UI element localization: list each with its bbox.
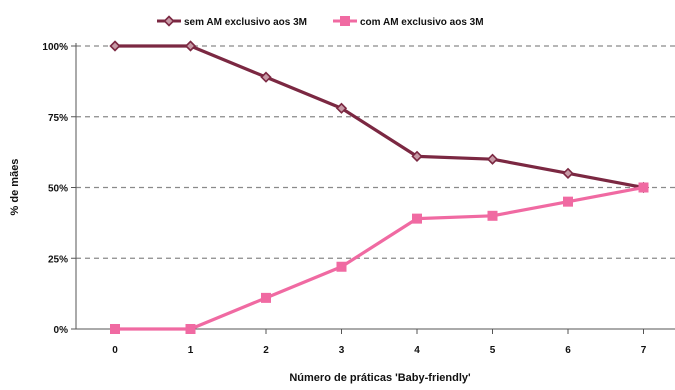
square-marker <box>563 196 573 207</box>
legend-label: sem AM exclusivo aos 3M <box>184 17 307 28</box>
legend: sem AM exclusivo aos 3M com AM exclusivo … <box>157 15 484 28</box>
square-marker <box>110 324 120 334</box>
series-layer <box>109 40 650 334</box>
y-axis-label: % de mães <box>9 159 21 216</box>
diamond-marker <box>562 167 574 179</box>
square-marker <box>412 213 422 224</box>
series-line <box>115 44 644 190</box>
x-tick-label: 5 <box>490 345 496 356</box>
legend-item-1: sem AM exclusivo aos 3M <box>157 15 307 28</box>
diamond-marker <box>109 40 121 52</box>
gridlines <box>76 45 675 259</box>
square-marker <box>185 324 196 334</box>
square-marker <box>336 261 347 272</box>
x-tick-label: 7 <box>641 345 647 356</box>
square-marker <box>638 182 649 193</box>
x-tick-label: 2 <box>263 345 269 356</box>
y-tick-label: 100% <box>42 42 68 53</box>
x-tick-label: 3 <box>339 345 345 356</box>
diamond-marker <box>184 40 197 52</box>
x-tick-label: 0 <box>112 345 118 356</box>
x-axis-label: Número de práticas 'Baby-friendly' <box>289 372 471 384</box>
diamond-marker <box>260 71 272 83</box>
y-tick-label: 0% <box>54 325 69 336</box>
diamond-marker <box>411 150 423 163</box>
diamond-marker <box>486 153 499 165</box>
y-tick-label: 25% <box>48 254 68 265</box>
square-marker <box>261 292 271 303</box>
y-tick-label: 50% <box>48 184 68 195</box>
series-1 <box>109 40 650 194</box>
x-tick-label: 4 <box>414 345 420 356</box>
y-tick-label: 75% <box>48 113 68 124</box>
square-marker <box>487 210 498 221</box>
series-line <box>115 185 644 331</box>
square-marker <box>340 16 350 26</box>
x-tick-label: 1 <box>188 345 194 356</box>
legend-label: com AM exclusivo aos 3M <box>360 17 484 28</box>
diamond-marker <box>335 102 348 114</box>
legend-item-2: com AM exclusivo aos 3M <box>333 16 484 28</box>
x-tick-label: 6 <box>565 345 571 356</box>
series-2 <box>110 182 649 334</box>
diamond-marker <box>163 15 175 27</box>
